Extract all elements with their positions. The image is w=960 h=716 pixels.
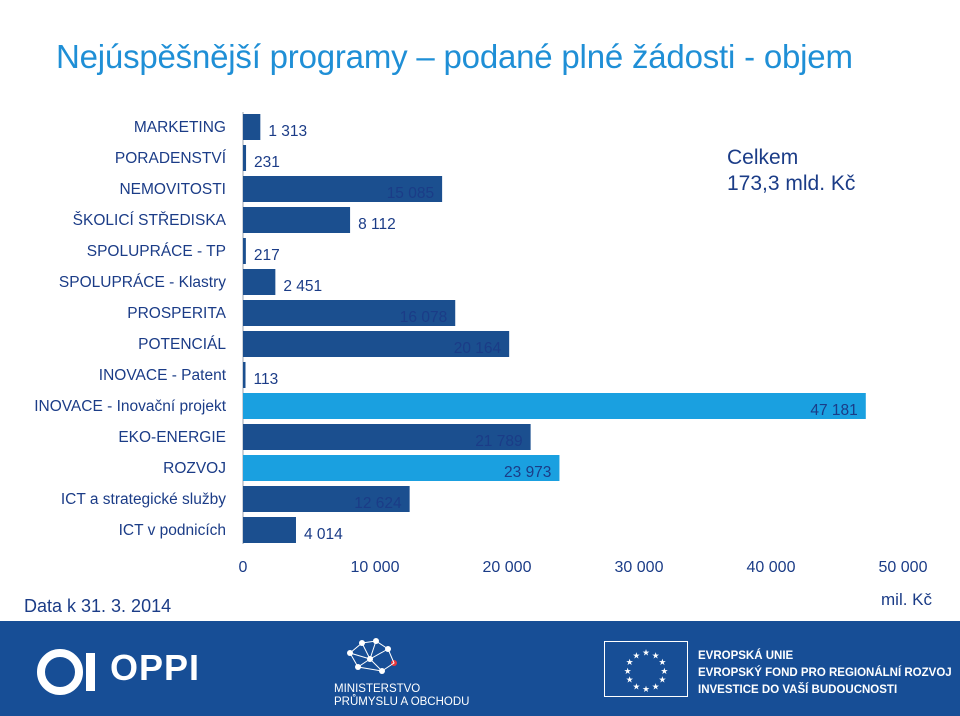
- eu-line3: INVESTICE DO VAŠÍ BUDOUCNOSTI: [698, 684, 898, 696]
- value-label: 15 085: [387, 185, 434, 202]
- value-label: 217: [254, 247, 280, 264]
- x-tick-label: 50 000: [879, 559, 928, 576]
- bar: [243, 145, 247, 171]
- svg-text:★: ★: [626, 676, 634, 686]
- value-label: 1 313: [268, 123, 307, 140]
- eu-line2: EVROPSKÝ FOND PRO REGIONÁLNÍ ROZVOJ: [698, 667, 952, 679]
- oppi-logo-text: OPPI: [110, 647, 201, 688]
- category-label: POTENCIÁL: [138, 336, 226, 353]
- svg-text:★: ★: [660, 667, 668, 677]
- svg-text:★: ★: [652, 651, 660, 661]
- value-label: 231: [254, 154, 280, 171]
- bar: [243, 176, 443, 202]
- eu-text: EVROPSKÁ UNIE EVROPSKÝ FOND PRO REGIONÁL…: [698, 648, 952, 699]
- category-label: PROSPERITA: [127, 305, 226, 322]
- x-tick-label: 0: [239, 559, 248, 576]
- eu-flag-icon: ★ ★ ★ ★ ★ ★ ★ ★ ★ ★ ★ ★: [604, 641, 688, 697]
- category-label: EKO-ENERGIE: [118, 429, 226, 446]
- bar: [243, 331, 510, 357]
- category-label: MARKETING: [134, 119, 226, 136]
- bar: [243, 207, 351, 233]
- value-label: 23 973: [504, 464, 551, 481]
- bar: [243, 486, 410, 512]
- page-title: Nejúspěšnější programy – podané plné žád…: [56, 38, 853, 75]
- ministry-logo: MINISTERSTVO PRŮMYSLU A OBCHODU: [330, 635, 490, 709]
- category-label: INOVACE - Inovační projekt: [34, 398, 227, 415]
- svg-text:★: ★: [626, 658, 634, 668]
- category-label: ICT a strategické služby: [61, 491, 226, 508]
- bar: [243, 362, 246, 388]
- svg-text:★: ★: [642, 649, 650, 659]
- category-label: ŠKOLICÍ STŘEDISKA: [73, 212, 227, 229]
- category-label: PORADENSTVÍ: [115, 150, 227, 167]
- total-value: 173,3 mld. Kč: [727, 172, 856, 195]
- value-label: 47 181: [810, 402, 857, 419]
- svg-text:★: ★: [652, 682, 660, 692]
- category-label: INOVACE - Patent: [99, 367, 227, 384]
- total-annotation: Celkem 173,3 mld. Kč: [727, 145, 855, 197]
- svg-text:★: ★: [624, 667, 632, 677]
- bar: [243, 300, 456, 326]
- bar: [243, 393, 866, 419]
- value-label: 12 624: [354, 495, 402, 512]
- x-axis-unit: mil. Kč: [881, 590, 933, 609]
- svg-text:★: ★: [642, 685, 650, 695]
- category-label: NEMOVITOSTI: [119, 181, 226, 198]
- value-label: 113: [254, 371, 279, 388]
- eu-line1: EVROPSKÁ UNIE: [698, 650, 794, 662]
- value-label: 4 014: [304, 526, 343, 543]
- value-label: 20 164: [454, 340, 502, 357]
- x-tick-label: 20 000: [483, 559, 532, 576]
- total-label: Celkem: [727, 146, 799, 169]
- ministry-line2: PRŮMYSLU A OBCHODU: [334, 696, 470, 708]
- svg-text:★: ★: [659, 676, 667, 686]
- bar: [243, 238, 246, 264]
- bar: [243, 455, 560, 481]
- data-date: Data k 31. 3. 2014: [24, 596, 172, 616]
- bar-chart: MARKETING PORADENSTVÍ NEMOVITOSTI ŠKOLICÍ S…: [34, 112, 933, 609]
- category-label: SPOLUPRÁCE - TP: [87, 243, 226, 260]
- svg-text:★: ★: [632, 651, 640, 661]
- value-label: 21 789: [475, 433, 522, 450]
- oppi-logo-icon: [37, 649, 95, 695]
- value-label: 16 078: [400, 309, 447, 326]
- x-tick-label: 10 000: [351, 559, 400, 576]
- bar: [243, 424, 531, 450]
- x-tick-label: 30 000: [615, 559, 664, 576]
- footer-banner: OPPI MINISTERSTVO PRŮMYSLU A OBCHODU ★ ★…: [0, 621, 960, 716]
- bar: [243, 269, 276, 295]
- svg-text:★: ★: [659, 658, 667, 668]
- svg-text:★: ★: [632, 682, 640, 692]
- ministry-line1: MINISTERSTVO: [334, 683, 421, 695]
- x-tick-label: 40 000: [747, 559, 796, 576]
- category-label: ICT v podnicích: [119, 522, 226, 539]
- bar: [243, 114, 261, 140]
- ministry-text: MINISTERSTVO PRŮMYSLU A OBCHODU: [334, 683, 469, 709]
- ministry-emblem-icon: [347, 638, 397, 674]
- bar: [243, 517, 296, 543]
- category-label: SPOLUPRÁCE - Klastry: [59, 274, 226, 291]
- value-label: 2 451: [283, 278, 322, 295]
- value-label: 8 112: [358, 216, 396, 233]
- category-label: ROZVOJ: [163, 460, 226, 477]
